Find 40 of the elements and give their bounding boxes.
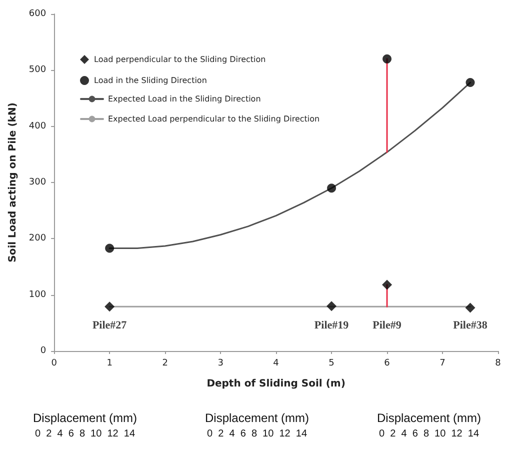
point xyxy=(382,54,392,64)
y-tick-label: 100 xyxy=(28,290,46,300)
legend-label: Load in the Sliding Direction xyxy=(94,76,207,85)
legend-label: Load perpendicular to the Sliding Direction xyxy=(94,55,266,64)
point xyxy=(105,244,114,253)
x-tick-label: 7 xyxy=(440,358,446,368)
x-tick-label: 4 xyxy=(273,358,280,368)
annotation: Pile#38 xyxy=(453,320,488,332)
point xyxy=(327,184,336,193)
annotation: Pile#27 xyxy=(92,320,128,332)
point xyxy=(326,301,337,312)
point xyxy=(382,280,392,290)
x-tick-label: 2 xyxy=(162,358,168,368)
annotation: Pile#9 xyxy=(372,320,402,332)
y-tick-label: 300 xyxy=(28,178,46,188)
x-tick-label: 3 xyxy=(218,358,224,368)
x-tick-label: 8 xyxy=(495,358,502,368)
point xyxy=(466,78,475,88)
legend-label: Expected Load in the Sliding Direction xyxy=(108,94,261,104)
x-tick-label: 5 xyxy=(328,358,334,368)
text: Displacement (mm) xyxy=(376,411,482,425)
y-tick-label: 400 xyxy=(28,121,46,132)
y-axis-title: Soil Load acting on Pile (kN) xyxy=(8,102,18,262)
y-tick-label: 600 xyxy=(28,9,46,19)
text: 0 2 4 6 8 10 12 14 xyxy=(206,428,308,440)
y-tick-label: 0 xyxy=(40,346,46,356)
point xyxy=(465,302,476,313)
x-tick-label: 1 xyxy=(106,358,112,368)
text: Displacement (mm) xyxy=(32,411,138,425)
text: 0 2 4 6 8 10 12 14 xyxy=(378,428,480,440)
y-tick-label: 500 xyxy=(28,65,46,76)
x-tick-label: 0 xyxy=(51,358,58,368)
x-tick-label: 6 xyxy=(384,358,390,368)
legend-label: Expected Load perpendicular to the Sliding Direction xyxy=(108,114,320,124)
x-axis-title: Depth of Sliding Soil (m) xyxy=(206,378,346,390)
y-tick-label: 200 xyxy=(28,234,46,244)
point xyxy=(104,302,115,312)
text: 0 2 4 6 8 10 12 14 xyxy=(34,428,136,440)
text: Displacement (mm) xyxy=(204,411,310,425)
annotation: Pile#19 xyxy=(314,320,350,332)
